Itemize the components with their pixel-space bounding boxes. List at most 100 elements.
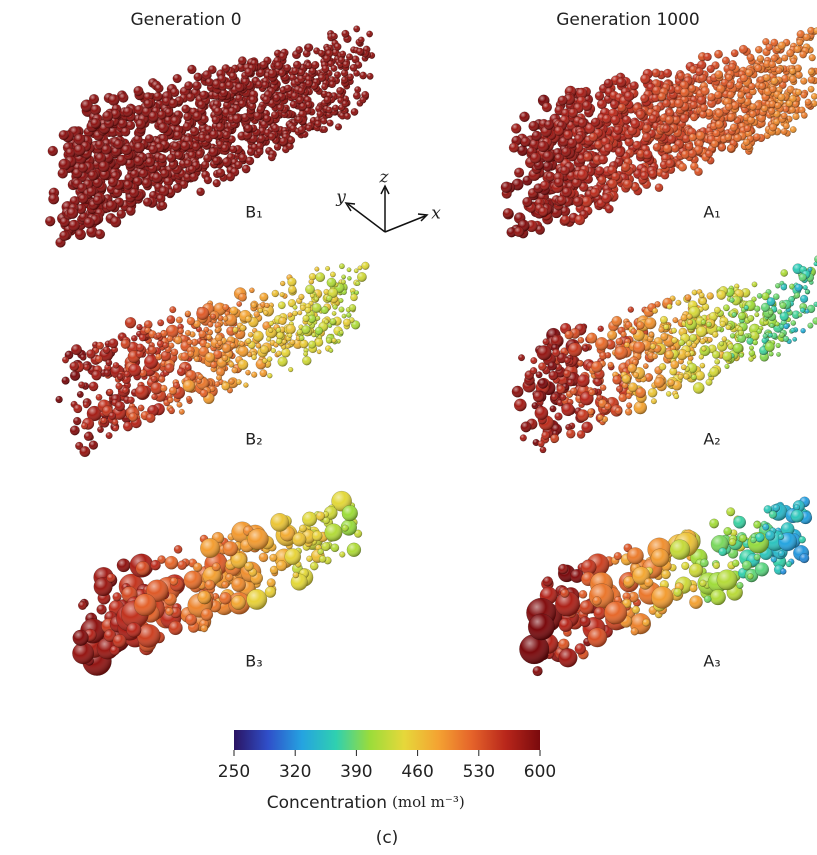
particle-shade [595, 92, 604, 101]
particle-shade [334, 43, 341, 50]
particle-shade [615, 147, 625, 157]
particle-shade [340, 51, 346, 57]
particle-shade [705, 150, 712, 157]
particle-shade [78, 163, 87, 172]
particle-shade [543, 151, 554, 162]
particle-shade [747, 54, 755, 62]
particle-shade [193, 112, 202, 121]
particle-shade [796, 39, 803, 46]
particle-shade [727, 82, 734, 89]
particle-shade [95, 229, 105, 239]
particle-shade [558, 96, 568, 106]
particle-shade [278, 70, 285, 77]
particle-shade [171, 116, 181, 126]
particle-shade [77, 391, 84, 398]
particle-shade [102, 145, 112, 155]
particle-shade [158, 154, 167, 163]
particle-shade [595, 166, 604, 175]
particle-shade [325, 266, 330, 271]
particle-shade [281, 348, 290, 357]
particle-shade [249, 288, 254, 293]
particle-shade [288, 278, 297, 287]
particle-shade [89, 382, 98, 391]
particle-shade [775, 102, 782, 109]
particle-shade [309, 68, 316, 75]
particle-shade [713, 130, 720, 137]
particle-shade [353, 92, 361, 100]
particle-shade [350, 294, 357, 301]
particle-shade [353, 26, 360, 33]
particle-shade [171, 349, 178, 356]
particle-shade [59, 231, 69, 241]
particle-shade [699, 111, 706, 118]
particle-shade [119, 93, 129, 103]
figure: Generation 0 Generation 1000 B₁A₁B₂A₂B₃A… [0, 0, 817, 855]
particle-shade [106, 201, 117, 212]
particle-shade [563, 130, 572, 139]
particle-shade [263, 115, 270, 122]
particle-shade [209, 148, 218, 157]
particle-shade [123, 107, 133, 117]
particle-shade [321, 126, 328, 133]
particle-shade [786, 100, 793, 107]
particle-shade [298, 88, 305, 95]
particle-shade [633, 141, 641, 149]
particle-shade [789, 76, 796, 83]
particle-shade [321, 118, 328, 125]
particle-shade [214, 107, 223, 116]
particle-shade [538, 141, 549, 152]
particle-shade [704, 53, 712, 61]
particle-shade [554, 126, 563, 135]
particle-shade [631, 119, 640, 128]
particle-shade [803, 34, 810, 41]
particle-shade [108, 94, 119, 105]
particle-shade [800, 78, 807, 85]
particle-shade [117, 210, 126, 219]
particle-shade [260, 61, 268, 69]
particle-shade [715, 109, 723, 117]
particle-shade [739, 45, 748, 54]
particle-shade [167, 315, 175, 323]
particle-shade [45, 216, 55, 226]
particle-shade [530, 153, 541, 164]
particle-shade [503, 208, 513, 218]
particle-shade [185, 365, 191, 371]
particle-shade [358, 266, 362, 270]
particle-shade [776, 68, 782, 74]
particle-shade [166, 325, 179, 338]
particle-shade [210, 130, 219, 139]
particle-shade [642, 133, 651, 142]
particle-shade [102, 111, 113, 122]
particle-shade [134, 157, 144, 167]
particle-shade [197, 188, 205, 196]
particle-shade [159, 201, 167, 209]
particle-shade [346, 54, 353, 61]
particle-shade [257, 106, 264, 113]
particle-shade [643, 150, 652, 159]
particle-shade [790, 126, 796, 132]
particle-shade [239, 100, 247, 108]
particle-shade [136, 119, 146, 129]
particle-shade [789, 107, 796, 114]
particle-shade [91, 105, 101, 115]
particle-shade [771, 55, 778, 62]
particle-shade [260, 293, 269, 302]
particle-shade [206, 335, 211, 340]
particle-shade [805, 99, 811, 105]
particle-shade [330, 272, 335, 277]
particle-shade [79, 194, 89, 204]
particle-shade [652, 69, 661, 78]
particle-shade [251, 302, 257, 308]
particle-shade [327, 120, 334, 127]
particle-shade [332, 105, 338, 111]
particle-shade [280, 281, 285, 286]
particle-panels [45, 26, 817, 676]
particle-cloud [56, 262, 370, 457]
particle-shade [347, 74, 354, 81]
particle-shade [809, 54, 816, 61]
particle-shade [288, 137, 295, 144]
particle-shade [284, 64, 291, 71]
particle-shade [238, 293, 246, 301]
particle-shade [277, 104, 284, 111]
particle-shade [640, 172, 648, 180]
